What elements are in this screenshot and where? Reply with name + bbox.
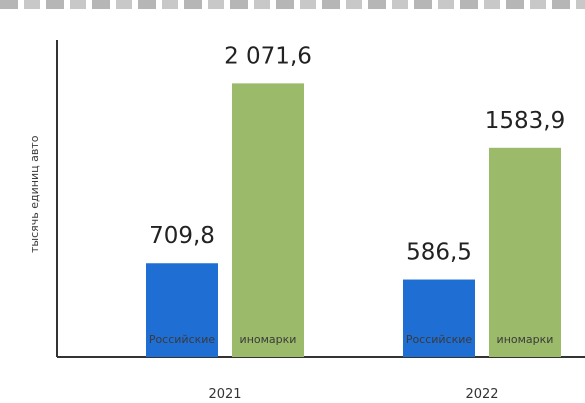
cropped-top-text xyxy=(0,0,585,9)
bar-2022-russian xyxy=(403,279,475,357)
x-group-label-2022: 2022 xyxy=(465,387,498,402)
bar-value-label: 586,5 xyxy=(406,240,472,266)
bar-category-label: иномарки xyxy=(240,333,297,346)
bars-layer: 709,8 Российские 2 071,6 иномарки 2021 586,5 Р… xyxy=(146,43,565,402)
bar-category-label: Российские xyxy=(406,333,473,346)
bar-2022-foreign xyxy=(489,147,561,357)
bar-2021-foreign xyxy=(232,83,304,358)
bar-category-label: Российские xyxy=(149,333,216,346)
bar-2021-russian xyxy=(146,263,218,357)
bar-category-label: иномарки xyxy=(497,333,554,346)
y-axis-label: тысячь единиц авто xyxy=(28,135,41,253)
bar-value-label: 2 071,6 xyxy=(224,43,312,69)
x-group-label-2021: 2021 xyxy=(208,387,241,402)
bar-value-label: 709,8 xyxy=(149,223,215,249)
bar-value-label: 1583,9 xyxy=(485,108,565,134)
